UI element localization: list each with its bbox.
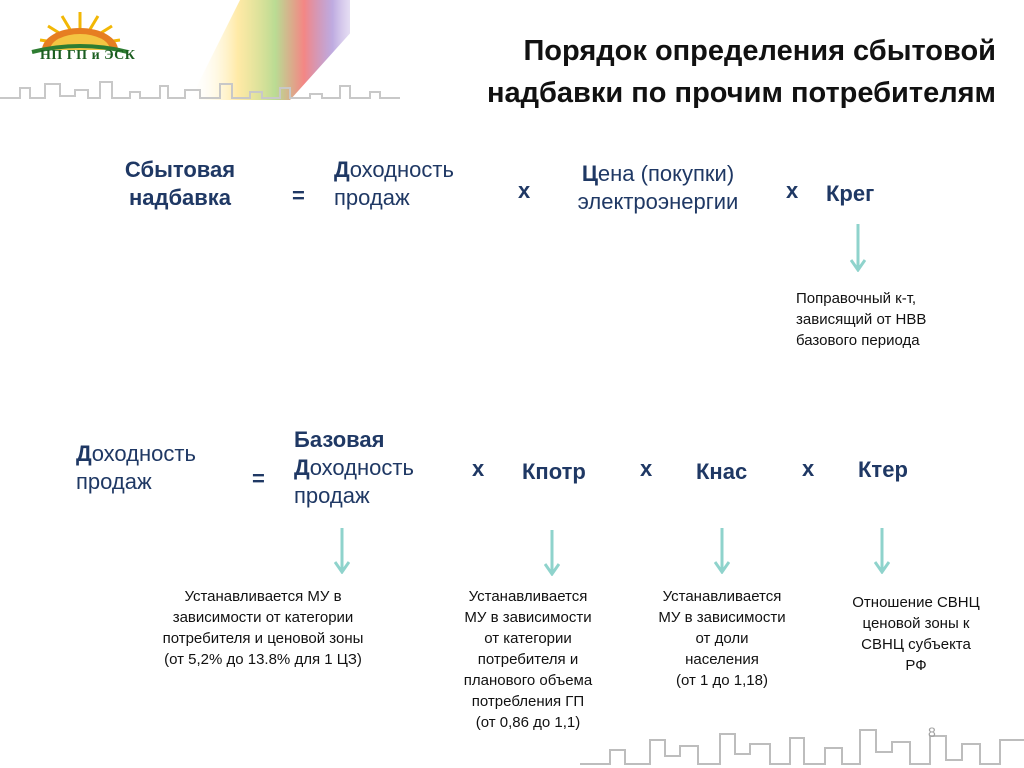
note-line: Отношение СВНЦ [852,594,980,611]
formula1-term2-line2: электроэнергии [577,189,739,214]
formula1-multiply-1: x [518,178,531,203]
formula2-term1-line3: продаж [294,483,370,508]
formula2-multiply-3: x [802,456,815,481]
formula2-term4: Ктер [858,457,908,482]
rainbow-decoration [190,0,350,100]
skyline-decoration [580,729,1024,765]
formula1-note-term3: Поправочный к-т, зависящий от НВВ базово… [796,288,996,351]
formula2-lhs-line2: продаж [76,469,152,494]
title-line-1: Порядок определения сбытовой [523,35,996,67]
note-line: МУ в зависимости [464,609,592,626]
formula1-lhs-line1: Сбытовая [124,157,236,182]
formula1-multiply-2: x [786,178,799,203]
formula2-multiply-1: x [472,456,485,481]
note-line: зависимости от категории [172,609,354,626]
formula2-equals: = [252,466,265,491]
note-line: потребителя и ценовой зоны [162,630,364,647]
formula1-term2-cap: Ц [581,161,598,186]
note-line: зависящий от НВВ [796,311,927,328]
formula1-term2-rest: ена (покупки) [597,161,735,186]
note-line: потребления ГП [471,693,585,710]
note-line: РФ [905,657,927,674]
arrow-down-icon [874,528,890,574]
arrow-down-icon [334,528,350,574]
formula2-term1-line1: Базовая [294,427,385,452]
skyline-decoration [0,81,400,99]
note-line: населения [685,651,759,668]
formula1-term2: Цена (покупки) электроэнергии [552,160,764,216]
logo-icon [31,12,129,54]
note-line: базового периода [796,332,920,349]
note-line: Устанавливается [468,588,588,605]
arrow-down-icon [714,528,730,574]
note-line: от категории [484,630,572,647]
formula2-term1-cap: Д [294,455,310,480]
note-line: (от 1 до 1,18) [675,672,768,689]
note-line: ценовой зоны к [862,615,970,632]
note-line: (от 5,2% до 13.8% для 1 ЦЗ) [164,651,362,668]
formula1-lhs-line2: надбавка [128,185,232,210]
note-line: СВНЦ субъекта [861,636,971,653]
formula2-lhs-cap: Д [76,441,92,466]
note-line: МУ в зависимости [658,609,786,626]
page-title: Порядок определения сбытовой надбавки по… [376,30,996,114]
formula2-note-term1: Устанавливается МУ в зависимости от кате… [118,586,408,670]
formula1-equals: = [292,183,305,208]
arrow-down-icon [850,224,866,272]
formula1-term3: Крег [826,181,875,206]
formula1-term1-line2: продаж [334,185,410,210]
note-line: потребителя и [477,651,579,668]
formula2-note-term3: Устанавливается МУ в зависимости от доли… [630,586,814,691]
page-number: 8 [928,724,936,740]
formula2-note-term4: Отношение СВНЦ ценовой зоны к СВНЦ субъе… [824,592,1008,676]
formula1-term1-cap: Д [334,157,350,182]
title-line-2: надбавки по прочим потребителям [486,77,996,109]
formula2-lhs-rest: оходность [91,441,196,466]
formula1-term1-rest: оходность [349,157,454,182]
formula2-multiply-2: x [640,456,653,481]
formula2-term3: Кнас [696,459,748,484]
note-line: Поправочный к-т, [796,290,917,307]
formula2-term1-rest: оходность [309,455,414,480]
formula2-note-term2: Устанавливается МУ в зависимости от кате… [436,586,620,733]
formula2-term2: Кпотр [522,459,586,484]
formula2-lhs: Доходность продаж [76,440,196,496]
note-line: планового объема [463,672,593,689]
note-line: Устанавливается [662,588,782,605]
formula1-lhs: Сбытовая надбавка [110,156,250,212]
logo-text: НП ГП и ЭСК [40,48,136,63]
formula2-term1: Базовая Доходность продаж [294,426,414,510]
note-line: Устанавливается МУ в [184,588,342,605]
note-line: (от 0,86 до 1,1) [475,714,581,731]
formula1-term1: Доходность продаж [334,156,454,212]
note-line: от доли [695,630,749,647]
arrow-down-icon [544,530,560,576]
